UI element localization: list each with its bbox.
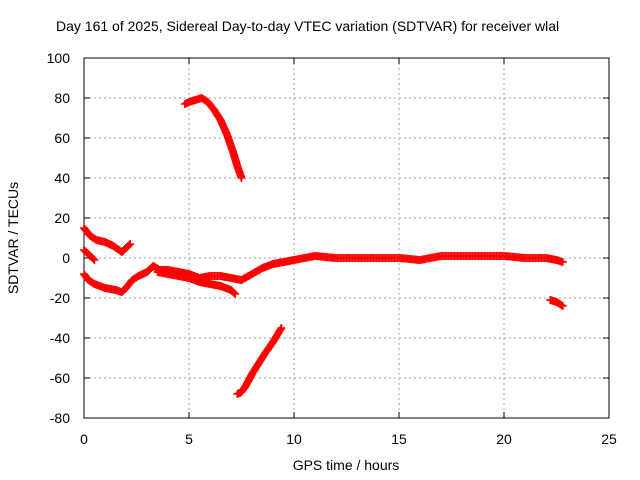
- y-tick-label: 60: [54, 130, 70, 146]
- y-tick-label: 20: [54, 210, 70, 226]
- data-point: [126, 240, 135, 248]
- series-arc-7: [546, 296, 567, 310]
- x-tick-label: 15: [391, 431, 407, 447]
- data-point: [230, 289, 239, 297]
- grid: [84, 58, 609, 418]
- y-tick-label: 0: [62, 250, 70, 266]
- data-point: [276, 325, 285, 334]
- x-tick-label: 25: [601, 431, 617, 447]
- y-tick-label: 40: [54, 170, 70, 186]
- series-arc-3: [80, 252, 567, 296]
- x-axis: 0 5 10 15 20 25: [80, 58, 617, 447]
- data-point: [277, 324, 286, 332]
- x-tick-label: 0: [80, 431, 88, 447]
- y-axis: -80 -60 -40 -20 0 20 40 60 80 100: [47, 50, 609, 426]
- data-point: [231, 290, 240, 298]
- data-point: [558, 302, 567, 310]
- series-arc-1: [80, 224, 135, 256]
- y-tick-label: -40: [50, 330, 70, 346]
- y-tick-label: 80: [54, 90, 70, 106]
- series-arc-2: [80, 246, 99, 264]
- y-tick-label: -20: [50, 290, 70, 306]
- y-tick-label: -60: [50, 370, 70, 386]
- data-point: [89, 255, 98, 263]
- data-point: [90, 256, 99, 264]
- x-axis-label: GPS time / hours: [293, 457, 400, 473]
- x-tick-label: 10: [286, 431, 302, 447]
- y-tick-label: 100: [47, 50, 71, 66]
- plot-frame: [83, 57, 610, 419]
- series-arc-5: [180, 94, 246, 182]
- data-point: [558, 258, 567, 266]
- series-arc-6: [233, 324, 286, 398]
- data-point: [557, 301, 566, 310]
- data-point: [237, 174, 246, 182]
- x-tick-label: 20: [496, 431, 512, 447]
- series-arc-4: [153, 268, 240, 298]
- x-tick-label: 5: [185, 431, 193, 447]
- data-points: [80, 94, 567, 398]
- data-point: [125, 241, 134, 249]
- y-tick-label: -80: [50, 410, 70, 426]
- y-axis-label: SDTVAR / TECUs: [5, 182, 21, 294]
- chart-title: Day 161 of 2025, Sidereal Day-to-day VTE…: [56, 18, 560, 34]
